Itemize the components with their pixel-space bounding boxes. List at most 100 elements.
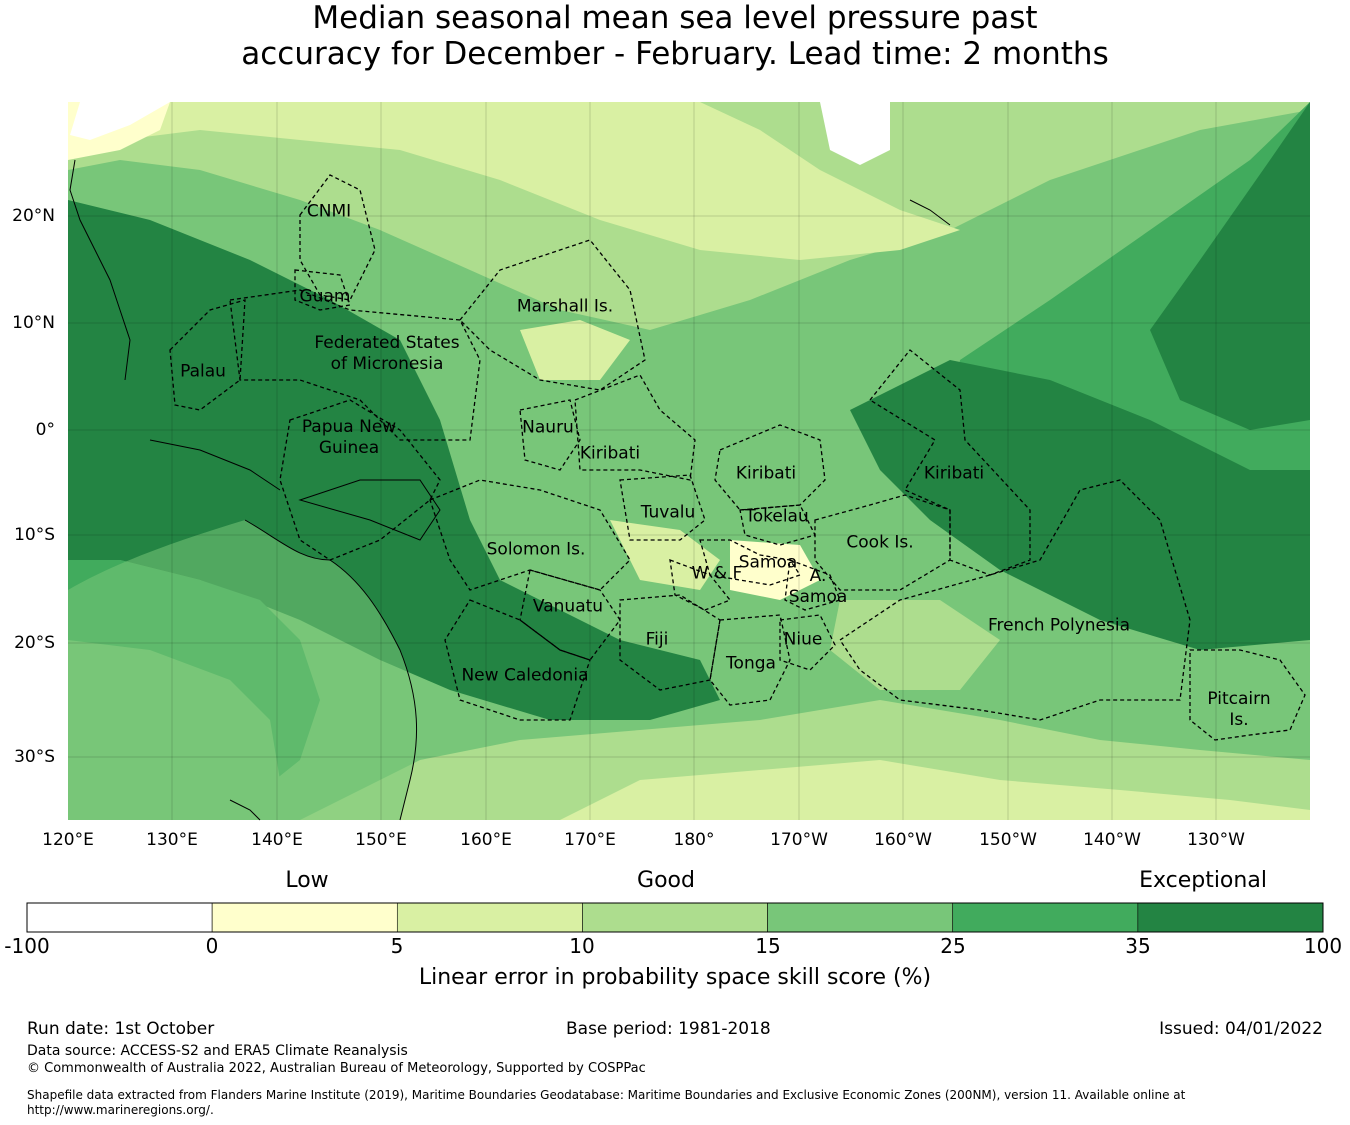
band-35-100-northeast xyxy=(1150,102,1310,430)
lat-label-20n: 20°N xyxy=(12,206,55,226)
band-5-10-north xyxy=(68,102,960,260)
region-label-cnmi: CNMI xyxy=(306,201,352,222)
new-guinea-coast xyxy=(298,479,441,541)
colorbar-swatch-6 xyxy=(1137,902,1324,933)
eez-kiribati-central xyxy=(714,424,826,511)
band-0-5-samoa xyxy=(730,540,820,600)
band-negative-north xyxy=(820,102,890,165)
region-label-kiribati-east: Kiribati xyxy=(923,463,985,484)
coastlines xyxy=(69,159,951,821)
region-label-american-samoa: A. Samoa xyxy=(788,566,848,607)
title-line-1: Median seasonal mean sea level pressure … xyxy=(312,0,1038,36)
colorbar-swatch-3 xyxy=(582,902,768,933)
eez-fiji xyxy=(619,594,721,691)
lat-label-0: 0° xyxy=(35,420,55,440)
lon-label-130e: 130°E xyxy=(146,830,198,850)
eez-tokelau xyxy=(739,504,816,546)
region-label-tonga: Tonga xyxy=(726,653,776,674)
eez-niue xyxy=(779,614,836,671)
base-period: Base period: 1981-2018 xyxy=(566,1019,771,1039)
colorbar-swatch-1 xyxy=(211,902,398,933)
lat-label-20s: 20°S xyxy=(14,633,55,653)
region-label-wallis-futuna: W & F xyxy=(691,563,743,584)
region-label-pitcairn: Pitcairn Is. xyxy=(1207,689,1271,730)
lon-label-140e: 140°E xyxy=(251,830,303,850)
chart-title: Median seasonal mean sea level pressure … xyxy=(0,0,1350,72)
eez-kiribati-west xyxy=(574,374,696,481)
band-5-10-south xyxy=(560,760,1310,820)
indonesia-coast xyxy=(149,439,281,491)
colorbar-category-good: Good xyxy=(637,868,695,893)
lat-label-10n: 10°N xyxy=(12,313,55,333)
region-label-samoa: Samoa xyxy=(738,552,798,573)
region-label-kiribati-west: Kiribati xyxy=(579,443,641,464)
eez-french-polynesia xyxy=(839,479,1191,721)
lon-label-180: 180° xyxy=(673,830,715,850)
lon-label-140w: 140°W xyxy=(1083,830,1141,850)
run-date: Run date: 1st October xyxy=(27,1019,215,1039)
graticule xyxy=(68,102,1310,820)
region-label-vanuatu: Vanuatu xyxy=(532,596,604,617)
eez-wallis-futuna xyxy=(669,559,732,611)
lat-label-10s: 10°S xyxy=(14,525,55,545)
eez-palau xyxy=(169,299,246,411)
colorbar-tick-25: 25 xyxy=(940,934,966,958)
region-label-guam: Guam xyxy=(299,286,351,307)
region-label-kiribati-central: Kiribati xyxy=(735,463,797,484)
lon-label-160w: 160°W xyxy=(874,830,932,850)
copyright: © Commonwealth of Australia 2022, Austra… xyxy=(27,1061,646,1076)
eez-boundaries xyxy=(169,174,1306,741)
region-label-niue: Niue xyxy=(783,629,823,650)
colorbar-tick-neg100: -100 xyxy=(4,934,50,958)
region-label-nauru: Nauru xyxy=(522,417,574,438)
region-label-palau: Palau xyxy=(180,361,226,382)
eez-fsm xyxy=(229,289,481,441)
region-label-fiji: Fiji xyxy=(645,629,669,650)
eez-vanuatu xyxy=(519,569,621,661)
eez-nauru xyxy=(519,399,581,471)
colorbar-tick-10: 10 xyxy=(569,934,595,958)
colorbar-swatch-5 xyxy=(952,902,1139,933)
eez-new-caledonia xyxy=(444,599,591,721)
australia-landmass xyxy=(68,520,417,820)
colorbar-swatch-2 xyxy=(396,902,583,933)
title-line-2: accuracy for December - February. Lead t… xyxy=(241,36,1109,72)
colorbar-tick-35: 35 xyxy=(1125,934,1151,958)
eez-kiribati-east xyxy=(869,349,1031,576)
lon-label-150w: 150°W xyxy=(979,830,1037,850)
lon-label-160e: 160°E xyxy=(460,830,512,850)
data-source: Data source: ACCESS-S2 and ERA5 Climate … xyxy=(27,1043,408,1059)
colorbar-category-low: Low xyxy=(285,868,329,893)
band-negative-northwest xyxy=(70,102,170,140)
lon-label-120e: 120°E xyxy=(42,830,94,850)
lon-label-130w: 130°W xyxy=(1187,830,1245,850)
region-label-cook: Cook Is. xyxy=(846,532,914,553)
region-label-fsm: Federated States of Micronesia xyxy=(314,333,460,374)
tasmania-coast xyxy=(229,799,261,821)
lon-label-150e: 150°E xyxy=(355,830,407,850)
colorbar-frame xyxy=(26,902,1324,933)
band-5-10-tuvalu xyxy=(610,520,720,590)
eez-guam xyxy=(294,269,351,311)
colorbar-tick-100: 100 xyxy=(1303,934,1343,958)
lon-label-170w: 170°W xyxy=(770,830,828,850)
eez-png xyxy=(279,399,441,561)
lat-label-30s: 30°S xyxy=(14,747,55,767)
philippines-coast xyxy=(69,159,131,381)
colorbar-tick-15: 15 xyxy=(755,934,781,958)
region-label-french-polynesia: French Polynesia xyxy=(988,615,1130,636)
region-label-solomon: Solomon Is. xyxy=(486,539,586,560)
region-label-tokelau: Tokelau xyxy=(745,506,809,527)
region-label-png: Papua New Guinea xyxy=(301,417,397,458)
eez-pitcairn xyxy=(1189,649,1306,741)
eez-cook xyxy=(814,494,951,591)
colorbar-tick-0: 0 xyxy=(205,934,219,958)
colorbar-label: Linear error in probability space skill … xyxy=(418,965,932,990)
eez-american-samoa xyxy=(784,559,841,611)
colorbar-swatches xyxy=(26,902,1324,933)
band-5-10-marshall xyxy=(520,320,630,380)
issued-date: Issued: 04/01/2022 xyxy=(1159,1019,1323,1039)
eez-tuvalu xyxy=(619,474,706,541)
